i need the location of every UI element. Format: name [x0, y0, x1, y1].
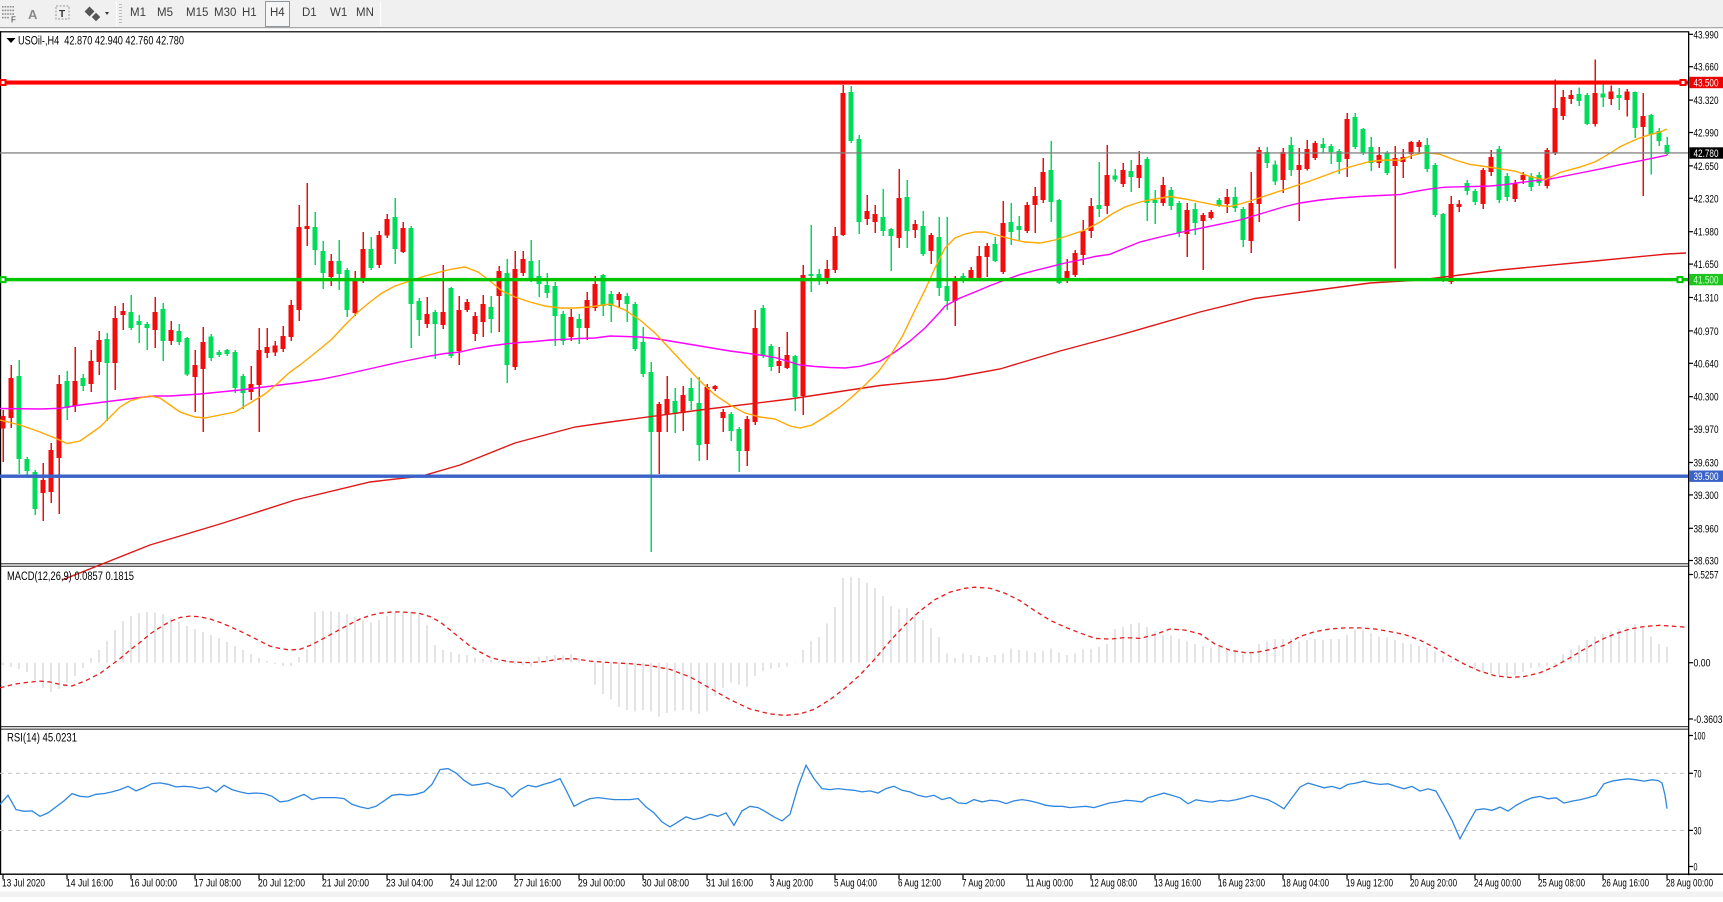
- svg-text:39.500: 39.500: [1694, 471, 1719, 483]
- svg-text:42.990: 42.990: [1694, 128, 1719, 140]
- svg-text:MACD(12,26,9) 0.0857 0.1815: MACD(12,26,9) 0.0857 0.1815: [7, 571, 134, 583]
- svg-text:25 Aug 08:00: 25 Aug 08:00: [1538, 878, 1585, 890]
- svg-text:6 Aug 12:00: 6 Aug 12:00: [898, 878, 941, 890]
- svg-text:16 Aug 23:00: 16 Aug 23:00: [1218, 878, 1265, 890]
- svg-text:42.650: 42.650: [1694, 161, 1719, 173]
- svg-text:USOil-,H4 42.870 42.940 42.76: USOil-,H4 42.870 42.940 42.760 42.780: [18, 36, 184, 48]
- svg-text:70: 70: [1694, 768, 1702, 780]
- svg-text:40.300: 40.300: [1694, 392, 1719, 404]
- svg-text:30: 30: [1694, 825, 1702, 837]
- svg-text:RSI(14) 45.0231: RSI(14) 45.0231: [7, 733, 77, 745]
- svg-text:20 Jul 12:00: 20 Jul 12:00: [258, 878, 305, 890]
- svg-text:23 Jul 04:00: 23 Jul 04:00: [386, 878, 433, 890]
- svg-text:5 Aug 04:00: 5 Aug 04:00: [834, 878, 877, 890]
- svg-text:30 Jul 08:00: 30 Jul 08:00: [642, 878, 689, 890]
- svg-text:12 Aug 08:00: 12 Aug 08:00: [1090, 878, 1137, 890]
- svg-text:41.500: 41.500: [1694, 275, 1719, 287]
- svg-text:19 Aug 12:00: 19 Aug 12:00: [1346, 878, 1393, 890]
- svg-text:20 Aug 20:00: 20 Aug 20:00: [1410, 878, 1457, 890]
- svg-text:41.980: 41.980: [1694, 227, 1719, 239]
- svg-text:11 Aug 00:00: 11 Aug 00:00: [1026, 878, 1073, 890]
- svg-text:43.320: 43.320: [1694, 95, 1719, 107]
- svg-text:T: T: [59, 9, 65, 20]
- svg-text:F: F: [11, 16, 16, 24]
- svg-text:43.660: 43.660: [1694, 62, 1719, 74]
- svg-text:17 Jul 08:00: 17 Jul 08:00: [194, 878, 241, 890]
- svg-text:29 Jul 00:00: 29 Jul 00:00: [578, 878, 625, 890]
- svg-text:43.990: 43.990: [1694, 29, 1719, 41]
- svg-text:13 Aug 16:00: 13 Aug 16:00: [1154, 878, 1201, 890]
- svg-text:38.630: 38.630: [1694, 556, 1719, 568]
- svg-text:40.970: 40.970: [1694, 326, 1719, 338]
- svg-text:16 Jul 00:00: 16 Jul 00:00: [130, 878, 177, 890]
- svg-text:39.630: 39.630: [1694, 458, 1719, 470]
- svg-text:7 Aug 20:00: 7 Aug 20:00: [962, 878, 1005, 890]
- svg-text:24 Jul 12:00: 24 Jul 12:00: [450, 878, 497, 890]
- svg-text:31 Jul 16:00: 31 Jul 16:00: [706, 878, 753, 890]
- svg-text:41.310: 41.310: [1694, 293, 1719, 305]
- svg-text:13 Jul 2020: 13 Jul 2020: [2, 878, 45, 890]
- svg-text:0: 0: [1694, 862, 1698, 874]
- svg-text:0.00: 0.00: [1694, 658, 1711, 670]
- svg-text:100: 100: [1694, 731, 1706, 743]
- svg-text:14 Jul 16:00: 14 Jul 16:00: [66, 878, 113, 890]
- svg-text:39.970: 39.970: [1694, 424, 1719, 436]
- svg-text:39.300: 39.300: [1694, 490, 1719, 502]
- svg-text:42.320: 42.320: [1694, 193, 1719, 205]
- svg-text:21 Jul 20:00: 21 Jul 20:00: [322, 878, 369, 890]
- svg-text:38.960: 38.960: [1694, 523, 1719, 535]
- svg-text:26 Aug 16:00: 26 Aug 16:00: [1602, 878, 1649, 890]
- svg-text:41.650: 41.650: [1694, 259, 1719, 271]
- svg-text:0.5257: 0.5257: [1694, 570, 1719, 582]
- svg-text:42.780: 42.780: [1694, 148, 1719, 160]
- svg-text:43.500: 43.500: [1694, 78, 1719, 90]
- svg-text:3 Aug 20:00: 3 Aug 20:00: [770, 878, 813, 890]
- svg-text:24 Aug 00:00: 24 Aug 00:00: [1474, 878, 1521, 890]
- svg-text:40.640: 40.640: [1694, 358, 1719, 370]
- svg-text:27 Jul 16:00: 27 Jul 16:00: [514, 878, 561, 890]
- svg-text:28 Aug 00:00: 28 Aug 00:00: [1666, 878, 1713, 890]
- svg-text:-0.3603: -0.3603: [1694, 714, 1723, 726]
- svg-text:18 Aug 04:00: 18 Aug 04:00: [1282, 878, 1329, 890]
